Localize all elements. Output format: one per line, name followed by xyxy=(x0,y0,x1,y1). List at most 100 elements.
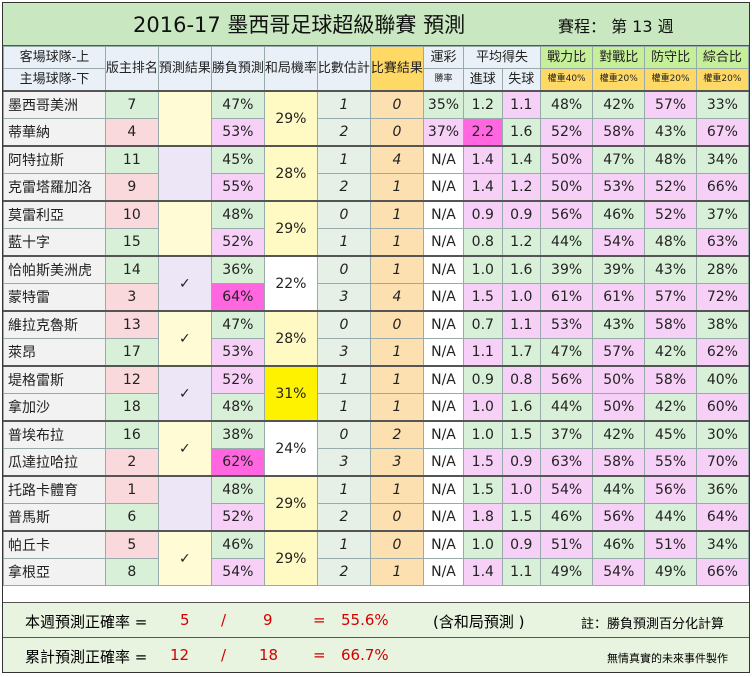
round-label: 賽程： 第 13 週 xyxy=(558,17,674,36)
match-result: 0 xyxy=(369,118,424,147)
overall-ratio: 70% xyxy=(695,448,750,477)
h2h-ratio: 54% xyxy=(592,228,646,257)
team-rank: 11 xyxy=(104,145,159,174)
win-pred: 62% xyxy=(210,448,265,477)
strength-ratio: 50% xyxy=(540,145,594,174)
header-rank: 版主排名 xyxy=(104,46,159,92)
team-name: 維拉克魯斯 xyxy=(3,310,106,339)
pred-check-icon: ✓ xyxy=(157,255,212,312)
match-result: 0 xyxy=(369,530,424,559)
lottery-rate: N/A xyxy=(422,530,465,559)
team-name: 藍十字 xyxy=(3,228,106,257)
table-row: 萊昂 17 53% 3 1 N/A 1.1 1.7 47% 57% 42% 62% xyxy=(3,338,750,367)
defense-ratio: 58% xyxy=(644,365,697,394)
team-rank: 10 xyxy=(104,200,159,229)
team-name: 墨西哥美洲 xyxy=(3,90,106,119)
team-rank: 17 xyxy=(104,338,159,367)
team-name: 拿加沙 xyxy=(3,393,106,422)
defense-ratio: 48% xyxy=(644,145,697,174)
weekly-note: (含和局預測 ) xyxy=(433,613,525,631)
weekly-slash: / xyxy=(221,611,227,629)
table-row: 藍十字 15 52% 1 1 N/A 0.8 1.2 44% 54% 48% 63% xyxy=(3,228,750,257)
weekly-correct: 5 xyxy=(180,611,190,629)
lottery-rate: N/A xyxy=(422,173,465,202)
overall-ratio: 36% xyxy=(695,475,750,504)
h2h-ratio: 57% xyxy=(592,338,646,367)
score-est: 3 xyxy=(316,283,371,312)
lottery-rate: N/A xyxy=(422,420,465,449)
h2h-ratio: 43% xyxy=(592,310,646,339)
defense-ratio: 57% xyxy=(644,90,697,119)
overall-ratio: 62% xyxy=(695,338,750,367)
goals-against: 1.6 xyxy=(501,118,542,147)
lottery-rate: N/A xyxy=(422,200,465,229)
pred-check-icon xyxy=(157,200,212,257)
team-name: 蒂華納 xyxy=(3,118,106,147)
table-row: 莫雷利亞 10 48% 29% 0 1 N/A 0.9 0.9 56% 46% 52% 37% xyxy=(3,200,750,257)
goals-for: 2.2 xyxy=(463,118,503,147)
win-pred: 48% xyxy=(210,393,265,422)
defense-ratio: 52% xyxy=(644,200,697,229)
team-name: 普馬斯 xyxy=(3,503,106,532)
header-row-bottom: 主場球隊-下 勝率 進球 失球 權重40% 權重20% 權重20% 權重20% xyxy=(3,68,750,92)
win-pred: 64% xyxy=(210,283,265,312)
header-away-team: 客場球隊-上 xyxy=(3,46,106,69)
score-est: 0 xyxy=(316,200,371,229)
table-row: 普埃布拉 16 ✓ 38% 24% 0 2 N/A 1.0 1.5 37% 42% 45% 30% xyxy=(3,420,750,477)
header-score-est: 比數估計 xyxy=(316,46,371,92)
lottery-rate: 37% xyxy=(422,118,465,147)
score-est: 1 xyxy=(316,393,371,422)
strength-ratio: 37% xyxy=(540,420,594,449)
page-title: 2016-17 墨西哥足球超級聯賽 預測 xyxy=(133,13,466,37)
header-overall: 綜合比 xyxy=(695,46,750,69)
strength-ratio: 56% xyxy=(540,365,594,394)
h2h-ratio: 53% xyxy=(592,173,646,202)
h2h-ratio: 58% xyxy=(592,118,646,147)
pred-check-icon: ✓ xyxy=(157,530,212,586)
defense-ratio: 43% xyxy=(644,255,697,284)
team-rank: 13 xyxy=(104,310,159,339)
draw-rate: 28% xyxy=(263,310,318,367)
header-lottery-sub: 勝率 xyxy=(422,68,465,92)
score-est: 1 xyxy=(316,475,371,504)
team-rank: 4 xyxy=(104,118,159,147)
team-rank: 2 xyxy=(104,448,159,477)
h2h-ratio: 54% xyxy=(592,558,646,586)
strength-ratio: 54% xyxy=(540,475,594,504)
goals-against: 1.2 xyxy=(501,173,542,202)
strength-ratio: 63% xyxy=(540,448,594,477)
goals-for: 0.9 xyxy=(463,200,503,229)
defense-ratio: 55% xyxy=(644,448,697,477)
pred-check-icon xyxy=(157,475,212,532)
team-name: 帕丘卡 xyxy=(3,530,106,559)
strength-ratio: 48% xyxy=(540,90,594,119)
defense-ratio: 43% xyxy=(644,118,697,147)
goals-for: 1.0 xyxy=(463,530,503,559)
total-equals: = xyxy=(313,646,326,664)
team-name: 蒙特雷 xyxy=(3,283,106,312)
defense-ratio: 48% xyxy=(644,228,697,257)
goals-for: 1.0 xyxy=(463,255,503,284)
score-est: 1 xyxy=(316,530,371,559)
win-pred: 47% xyxy=(210,90,265,119)
win-pred: 53% xyxy=(210,338,265,367)
table-row: 拿根亞 8 54% 2 1 N/A 1.4 1.1 49% 54% 49% 66% xyxy=(3,558,750,586)
prediction-table: 客場球隊-上 版主排名 預測結果 勝負預測 和局機率 比數估計 比賽結果 運彩 平均得失 戰力比對… xyxy=(3,46,750,586)
lottery-rate: 35% xyxy=(422,90,465,119)
team-name: 瓜達拉哈拉 xyxy=(3,448,106,477)
pred-check-icon: ✓ xyxy=(157,365,212,422)
lottery-rate: N/A xyxy=(422,255,465,284)
match-result: 1 xyxy=(369,200,424,229)
overall-ratio: 60% xyxy=(695,393,750,422)
header-goals-against: 失球 xyxy=(501,68,542,92)
overall-ratio: 37% xyxy=(695,200,750,229)
team-rank: 3 xyxy=(104,283,159,312)
overall-ratio: 72% xyxy=(695,283,750,312)
goals-for: 1.4 xyxy=(463,145,503,174)
match-result: 3 xyxy=(369,448,424,477)
team-name: 萊昂 xyxy=(3,338,106,367)
header-row-top: 客場球隊-上 版主排名 預測結果 勝負預測 和局機率 比數估計 比賽結果 運彩 平均得失 戰力比對… xyxy=(3,46,750,92)
goals-for: 1.4 xyxy=(463,558,503,586)
overall-ratio: 66% xyxy=(695,173,750,202)
strength-ratio: 46% xyxy=(540,503,594,532)
